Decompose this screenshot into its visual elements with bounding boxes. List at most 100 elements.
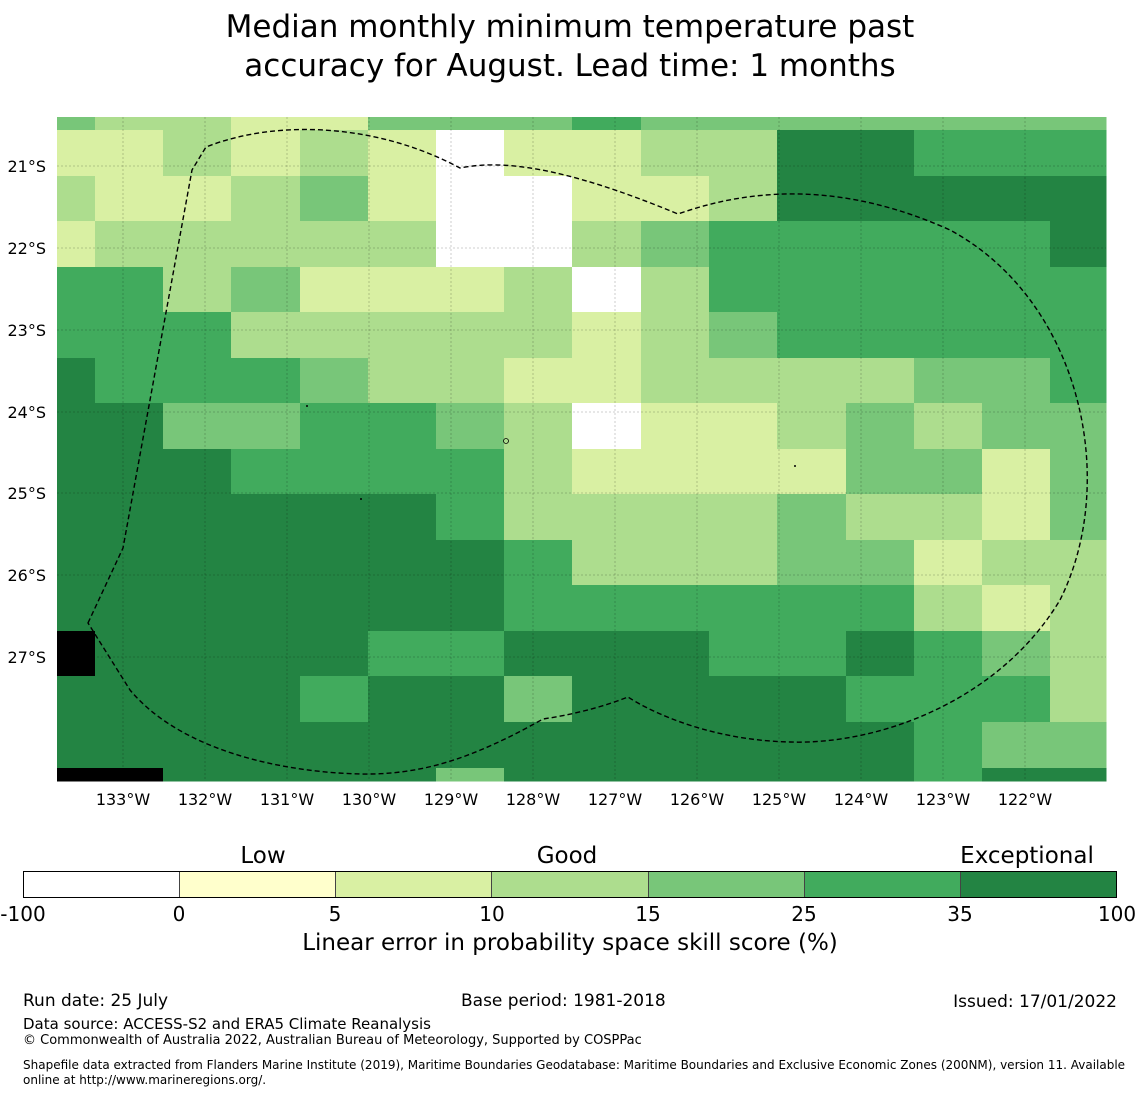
grid-cell: [163, 221, 232, 268]
grid-cell: [368, 176, 437, 222]
grid-cell: [57, 403, 96, 450]
grid-cell: [95, 176, 164, 222]
grid-cell: [572, 130, 642, 177]
grid-cell: [641, 631, 710, 677]
grid-cell: [95, 221, 164, 268]
colorbar-tick: 5: [328, 902, 342, 926]
grid-cell: [57, 267, 96, 313]
grid-cell: [777, 312, 847, 359]
grid-cell: [163, 130, 232, 177]
grid-cell: [572, 267, 642, 313]
grid-cell: [300, 631, 369, 677]
grid-cell: [709, 449, 778, 495]
grid-cell: [504, 676, 573, 723]
island: [794, 465, 796, 467]
grid-cell: [57, 494, 96, 541]
grid-cell: [914, 722, 983, 769]
island: [360, 498, 362, 500]
island: [306, 405, 308, 407]
grid-cell: [300, 176, 369, 222]
longitude-label: 130°W: [342, 790, 397, 809]
grid-cell: [572, 117, 642, 131]
longitude-label: 127°W: [588, 790, 643, 809]
latitude-label: 25°S: [7, 484, 46, 503]
grid-cell: [1050, 117, 1107, 131]
grid-cell: [982, 267, 1051, 313]
run-date: Run date: 25 July: [23, 991, 169, 1011]
grid-cell: [300, 358, 369, 404]
colorbar-segment: [24, 872, 181, 897]
title-line-1: Median monthly minimum temperature past: [225, 9, 915, 45]
grid-cell: [846, 312, 915, 359]
grid-cell: [163, 722, 232, 769]
grid-cell: [1050, 722, 1107, 769]
grid-cell: [57, 117, 96, 131]
grid-cell: [436, 585, 505, 632]
grid-cell: [57, 631, 96, 677]
grid-cell: [982, 676, 1051, 723]
grid-cell: [982, 494, 1051, 541]
grid-cell: [163, 312, 232, 359]
longitude-label: 124°W: [834, 790, 889, 809]
grid-cell: [300, 221, 369, 268]
grid-cell: [777, 494, 847, 541]
grid-cell: [300, 722, 369, 769]
grid-cell: [163, 676, 232, 723]
grid-cell: [231, 403, 301, 450]
grid-cell: [777, 585, 847, 632]
grid-cell: [709, 585, 778, 632]
grid-cell: [846, 403, 915, 450]
grid-cell: [1050, 585, 1107, 632]
grid-cell: [914, 176, 983, 222]
grid-cell: [572, 312, 642, 359]
grid-cell: [846, 494, 915, 541]
grid-cell: [572, 221, 642, 268]
grid-cell: [709, 768, 778, 782]
grid-cell: [436, 358, 505, 404]
grid-cell: [436, 117, 505, 131]
grid-cell: [982, 403, 1051, 450]
grid-cell: [777, 176, 847, 222]
grid-cell: [1050, 676, 1107, 723]
colorbar-segment: [804, 872, 961, 897]
grid-cell: [504, 540, 573, 586]
grid-cell: [57, 221, 96, 268]
grid-cell: [300, 540, 369, 586]
grid-cell: [300, 585, 369, 632]
grid-cell: [300, 494, 369, 541]
grid-cell: [57, 585, 96, 632]
grid-cell: [504, 358, 573, 404]
grid-cell: [95, 676, 164, 723]
grid-cell: [1050, 358, 1107, 404]
latitude-labels: 21°S 22°S 23°S 24°S 25°S 26°S 27°S: [7, 157, 46, 667]
grid-cell: [368, 221, 437, 268]
grid-cell: [300, 267, 369, 313]
grid-cell: [982, 221, 1051, 268]
grid-cell: [1050, 631, 1107, 677]
longitude-label: 125°W: [752, 790, 807, 809]
longitude-label: 128°W: [506, 790, 561, 809]
grid-cell: [504, 722, 573, 769]
grid-cell: [163, 403, 232, 450]
grid-cell: [982, 449, 1051, 495]
grid-cell: [846, 449, 915, 495]
grid-cell: [300, 449, 369, 495]
grid-cell: [436, 676, 505, 723]
grid-cell: [846, 676, 915, 723]
grid-cell: [163, 358, 232, 404]
longitude-label: 132°W: [178, 790, 233, 809]
longitude-label: 131°W: [260, 790, 315, 809]
grid-cell: [504, 221, 573, 268]
island: [503, 438, 509, 444]
grid-cell: [57, 722, 96, 769]
grid-cell: [368, 312, 437, 359]
grid-cell: [709, 631, 778, 677]
grid-cell: [57, 449, 96, 495]
skill-map: 21°S22°S23°S24°S25°S26°S27°S 133°W 132°W 1…: [7, 117, 1107, 809]
grid-cell: [231, 540, 301, 586]
grid-cell: [163, 631, 232, 677]
grid-cell: [436, 494, 505, 541]
grid-cell: [709, 312, 778, 359]
colorbar-label: Linear error in probability space skill …: [302, 930, 838, 956]
grid-cell: [777, 676, 847, 723]
